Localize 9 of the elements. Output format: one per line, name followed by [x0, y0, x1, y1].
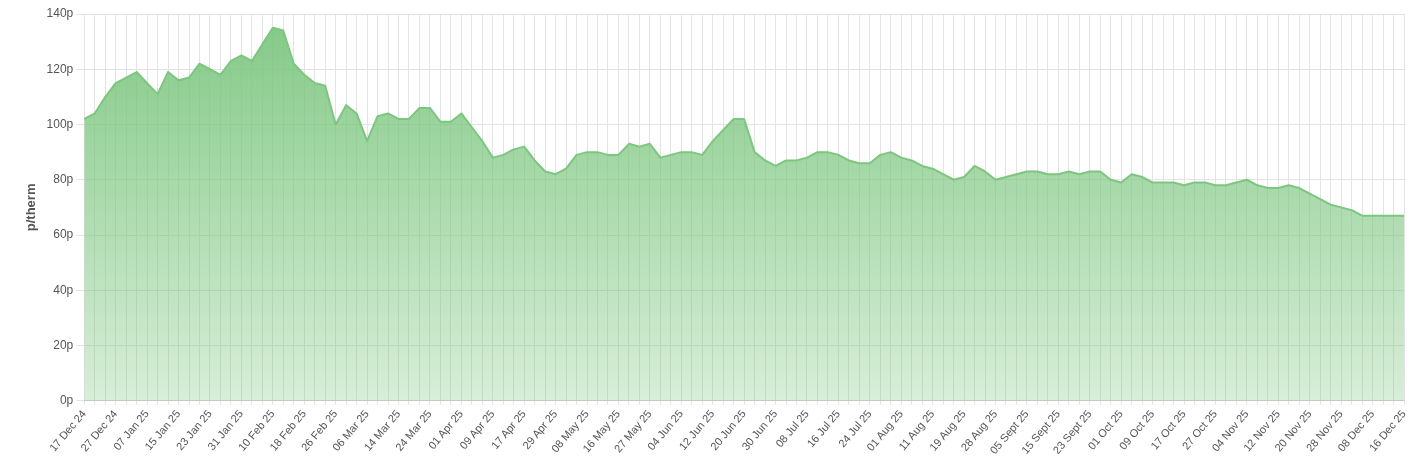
y-tick-label: 0p: [59, 393, 74, 408]
y-tick-label: 140p: [46, 6, 74, 21]
y-axis-title: p/therm: [23, 183, 39, 232]
y-tick-label: 20p: [53, 337, 74, 352]
y-tick-label: 60p: [53, 227, 74, 242]
y-tick-label: 40p: [53, 282, 74, 297]
y-tick-label: 80p: [53, 172, 74, 187]
y-tick-label: 120p: [46, 61, 74, 76]
y-tick-label: 100p: [46, 116, 74, 131]
